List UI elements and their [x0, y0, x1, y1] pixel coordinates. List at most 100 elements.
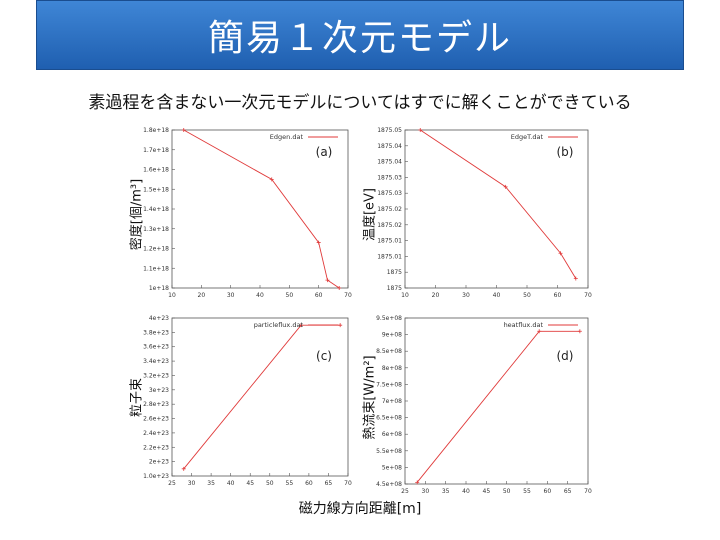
data-point-b — [573, 276, 578, 281]
xtick-label-a: 20 — [198, 292, 206, 299]
xtick-label-a: 10 — [168, 292, 176, 299]
ytick-label-c: 1.0e+23 — [143, 473, 169, 480]
ytick-label-a: 1.8e+18 — [143, 127, 169, 134]
ytick-label-b: 1875.03 — [377, 190, 402, 197]
xtick-label-a: 40 — [256, 292, 264, 299]
ytick-label-b: 1875 — [387, 285, 402, 292]
xtick-label-d: 55 — [523, 488, 531, 495]
xtick-label-c: 50 — [266, 480, 274, 487]
panel-label-d: (d) — [557, 349, 574, 363]
xtick-label-d: 65 — [564, 488, 572, 495]
data-point-a — [181, 128, 186, 132]
xtick-label-c: 30 — [188, 480, 196, 487]
ytick-label-c: 3.6e+23 — [143, 344, 169, 351]
ytick-label-c: 2.6e+23 — [143, 416, 169, 423]
ytick-label-b: 1875.02 — [377, 222, 402, 229]
series-line-b — [420, 129, 577, 279]
ytick-label-a: 1.3e+18 — [143, 226, 169, 233]
ytick-label-c: 3e+23 — [149, 387, 169, 394]
data-point-c — [299, 323, 304, 328]
ytick-label-a: 1.6e+18 — [143, 167, 169, 174]
ytick-label-d: 8e+08 — [382, 365, 402, 372]
plot-frame-a — [171, 129, 349, 289]
data-point-b — [558, 251, 563, 256]
ytick-label-b: 1875.02 — [377, 206, 402, 213]
xtick-label-c: 55 — [286, 480, 294, 487]
plot-frame-d — [404, 317, 589, 485]
xtick-label-c: 25 — [168, 480, 176, 487]
ytick-label-a: 1.7e+18 — [143, 147, 169, 154]
xtick-label-a: 70 — [344, 292, 352, 299]
slide-title: 簡易１次元モデル — [207, 18, 512, 59]
ytick-label-c: 2.2e+23 — [143, 444, 169, 451]
ytick-label-b: 1875.04 — [377, 159, 402, 166]
xaxis-label: 磁力線方向距離[m] — [298, 501, 422, 517]
xtick-label-d: 35 — [442, 488, 450, 495]
data-point-a — [316, 240, 321, 245]
ytick-label-d: 5e+08 — [382, 464, 402, 471]
ytick-label-a: 1.1e+18 — [143, 265, 169, 272]
xtick-label-c: 40 — [227, 480, 235, 487]
xtick-label-d: 45 — [483, 488, 491, 495]
ytick-label-b: 1875.05 — [377, 127, 402, 134]
ytick-label-d: 7e+08 — [382, 398, 402, 405]
xtick-label-d: 30 — [422, 488, 430, 495]
data-point-b — [418, 128, 423, 132]
xtick-label-d: 40 — [462, 488, 470, 495]
xtick-label-b: 60 — [554, 292, 562, 299]
xtick-label-c: 65 — [325, 480, 333, 487]
ytick-label-b: 1875.04 — [377, 143, 402, 150]
title-bar: 簡易１次元モデル — [36, 0, 684, 70]
data-point-c — [338, 323, 343, 328]
xtick-label-b: 50 — [523, 292, 531, 299]
slide-subtitle: 素過程を含まない一次元モデルについてはすでに解くことができている — [88, 93, 632, 113]
ytick-label-a: 1.5e+18 — [143, 186, 169, 193]
ytick-label-d: 5.5e+08 — [376, 448, 402, 455]
ytick-label-b: 1875.01 — [377, 238, 402, 245]
legend-label-c: particleflux.dat — [254, 321, 304, 329]
ytick-label-c: 3.8e+23 — [143, 329, 169, 336]
xtick-label-b: 10 — [401, 292, 409, 299]
ytick-label-c: 3.2e+23 — [143, 372, 169, 379]
ytick-label-d: 4.5e+08 — [376, 481, 402, 488]
data-point-a — [337, 286, 342, 290]
ytick-label-b: 1875.01 — [377, 253, 402, 260]
ytick-label-c: 2.8e+23 — [143, 401, 169, 408]
xtick-label-c: 35 — [207, 480, 215, 487]
xtick-label-c: 70 — [344, 480, 352, 487]
xtick-label-c: 60 — [305, 480, 313, 487]
legend-label-b: EdgeT.dat — [511, 133, 544, 141]
data-point-a — [325, 278, 330, 283]
data-point-b — [503, 184, 508, 189]
ytick-label-c: 2.4e+23 — [143, 430, 169, 437]
ytick-label-d: 9e+08 — [382, 332, 402, 339]
xtick-label-c: 45 — [246, 480, 254, 487]
xtick-label-b: 20 — [432, 292, 440, 299]
xtick-label-a: 30 — [227, 292, 235, 299]
xtick-label-d: 50 — [503, 488, 511, 495]
xtick-label-b: 40 — [493, 292, 501, 299]
ytick-label-d: 6.5e+08 — [376, 415, 402, 422]
xtick-label-b: 30 — [462, 292, 470, 299]
legend-label-a: Edgen.dat — [270, 133, 304, 141]
xtick-label-b: 70 — [584, 292, 592, 299]
panel-label-c: (c) — [316, 349, 332, 363]
panel-label-a: (a) — [316, 145, 333, 159]
xtick-label-d: 25 — [401, 488, 409, 495]
ytick-label-d: 6e+08 — [382, 431, 402, 438]
ytick-label-d: 7.5e+08 — [376, 381, 402, 388]
xtick-label-d: 70 — [584, 488, 592, 495]
data-point-d — [577, 329, 582, 334]
ytick-label-b: 1875 — [387, 269, 402, 276]
ytick-label-a: 1.4e+18 — [143, 206, 169, 213]
ytick-label-a: 1.2e+18 — [143, 246, 169, 253]
panel-label-b: (b) — [557, 145, 574, 159]
data-point-d — [415, 480, 420, 485]
plot-frame-c — [171, 317, 349, 477]
data-point-a — [269, 177, 274, 182]
plot-frame-b — [404, 129, 589, 289]
ytick-label-d: 8.5e+08 — [376, 348, 402, 355]
legend-label-d: heatflux.dat — [504, 321, 544, 329]
xtick-label-d: 60 — [544, 488, 552, 495]
